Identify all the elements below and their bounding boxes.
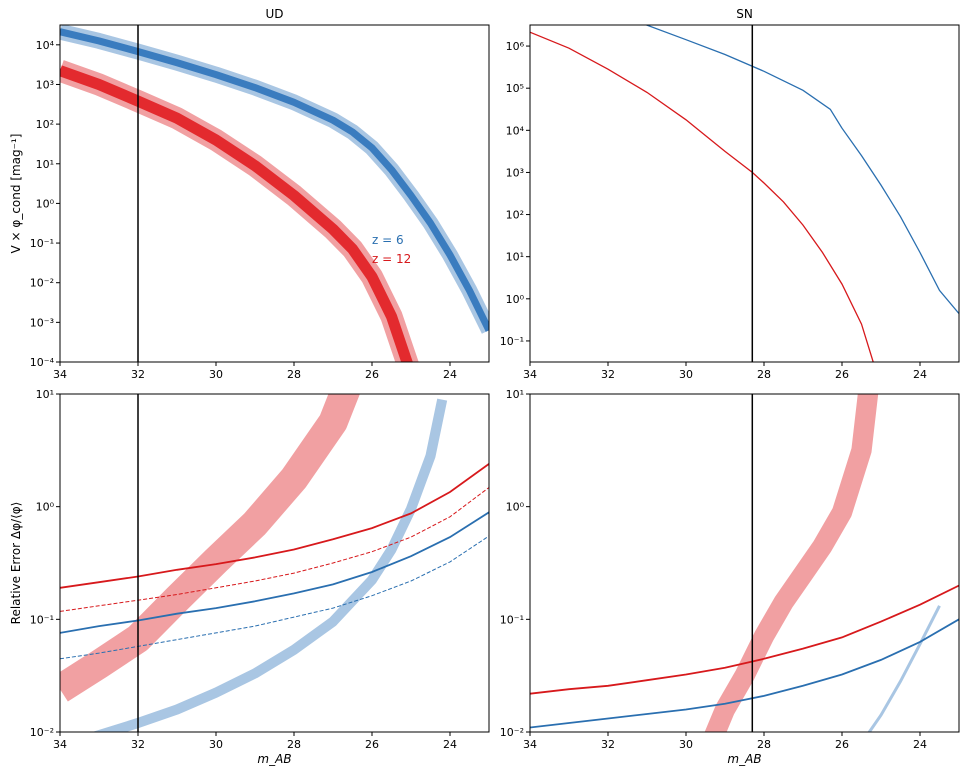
y-tick-label: 10⁰: [36, 197, 55, 210]
series-band-inner: [60, 65, 413, 362]
x-tick-label: 32: [601, 368, 615, 381]
y-tick-label: 10⁻⁴: [30, 356, 55, 369]
y-tick-label: 10⁻²: [30, 726, 54, 739]
x-tick-label: 24: [443, 368, 457, 381]
series-dashed-line: [60, 535, 489, 660]
x-tick-label: 24: [913, 368, 927, 381]
y-tick-label: 10¹: [36, 158, 54, 171]
panel-ud-top: 34 32 30 28 26 24 10⁻⁴ 10⁻³ 10⁻² 10⁻¹ 10⁰ 10¹ 10² 10³…: [9, 7, 490, 381]
plot-area: [530, 394, 959, 732]
y-tick-label: 10⁻¹: [30, 237, 54, 250]
axes-frame: [59, 393, 490, 733]
panel-sn-bottom: 34 32 30 28 26 24 10⁻² 10⁻¹ 10⁰ 10¹ m_AB: [500, 388, 960, 766]
y-tick-label: 10⁻²: [30, 277, 54, 290]
y-tick-label: 10⁻¹: [500, 335, 524, 348]
x-tick-label: 34: [523, 738, 537, 751]
x-tick-label: 30: [209, 738, 223, 751]
plot-area: [530, 25, 959, 362]
axes-frame: [529, 393, 960, 733]
x-tick-label: 34: [53, 738, 67, 751]
y-tick-label: 10⁻¹: [500, 613, 524, 626]
y-tick-label: 10¹: [506, 251, 524, 264]
y-tick-label: 10³: [36, 78, 54, 91]
series-line: [60, 463, 489, 589]
x-axis-label: m_AB: [257, 752, 291, 766]
y-tick-label: 10⁻³: [30, 316, 54, 329]
y-tick-label: 10⁻¹: [30, 613, 54, 626]
y-axis-label: V × φ_cond [mag⁻¹]: [9, 134, 23, 254]
panel-title: SN: [736, 7, 753, 21]
y-tick-label: 10⁻²: [500, 726, 524, 739]
series-dashed-line: [60, 487, 489, 612]
series-band-inner: [60, 28, 489, 332]
x-axis-label: m_AB: [727, 752, 761, 766]
x-tick-label: 30: [209, 368, 223, 381]
y-tick-label: 10²: [36, 118, 54, 131]
y-tick-label: 10⁰: [506, 293, 525, 306]
series-annotation-label: z = 6: [372, 233, 404, 247]
x-tick-label: 26: [365, 368, 379, 381]
y-tick-label: 10⁰: [506, 501, 525, 514]
series-line: [530, 618, 959, 729]
x-tick-label: 34: [523, 368, 537, 381]
x-tick-label: 24: [443, 738, 457, 751]
x-tick-label: 26: [365, 738, 379, 751]
series-band-outer: [60, 60, 419, 362]
y-tick-label: 10¹: [506, 388, 524, 401]
series-line: [530, 584, 959, 695]
x-tick-label: 28: [757, 368, 771, 381]
series-band: [60, 394, 360, 702]
y-tick-label: 10⁶: [506, 40, 525, 53]
y-tick-label: 10³: [506, 166, 524, 179]
axes-frame: [59, 24, 490, 363]
x-tick-label: 30: [679, 738, 693, 751]
series-annotation-label: z = 12: [372, 252, 411, 266]
x-tick-label: 28: [287, 738, 301, 751]
panel-sn-top: 34 32 30 28 26 24 10⁻¹ 10⁰ 10¹ 10² 10³ 10⁴ 10⁵ 10⁶ SN: [500, 7, 960, 381]
y-tick-label: 10⁴: [506, 124, 525, 137]
x-tick-label: 30: [679, 368, 693, 381]
y-tick-label: 10⁴: [36, 39, 55, 52]
x-tick-label: 32: [131, 368, 145, 381]
plot-area: [60, 25, 489, 362]
y-tick-label: 10⁰: [36, 501, 55, 514]
panel-title: UD: [265, 7, 283, 21]
series-line: [530, 31, 874, 362]
x-tick-label: 26: [835, 738, 849, 751]
x-tick-label: 28: [287, 368, 301, 381]
panel-ud-bottom: 34 32 30 28 26 24 10⁻² 10⁻¹ 10⁰ 10¹ m_AB Relative E…: [9, 388, 490, 766]
x-tick-label: 24: [913, 738, 927, 751]
x-tick-label: 34: [53, 368, 67, 381]
y-axis-label: Relative Error Δφ/⟨φ⟩: [9, 502, 23, 625]
axes-frame: [529, 24, 960, 363]
series-light-line: [867, 605, 941, 732]
x-tick-label: 32: [131, 738, 145, 751]
x-tick-label: 26: [835, 368, 849, 381]
y-tick-label: 10⁵: [506, 82, 524, 95]
plot-area: [60, 394, 489, 732]
x-tick-label: 28: [757, 738, 771, 751]
series-band: [704, 394, 879, 732]
y-tick-label: 10²: [506, 209, 524, 222]
series-band: [92, 398, 448, 732]
x-tick-label: 32: [601, 738, 615, 751]
series-line: [60, 511, 489, 634]
y-tick-label: 10¹: [36, 388, 54, 401]
series-line: [644, 25, 959, 315]
